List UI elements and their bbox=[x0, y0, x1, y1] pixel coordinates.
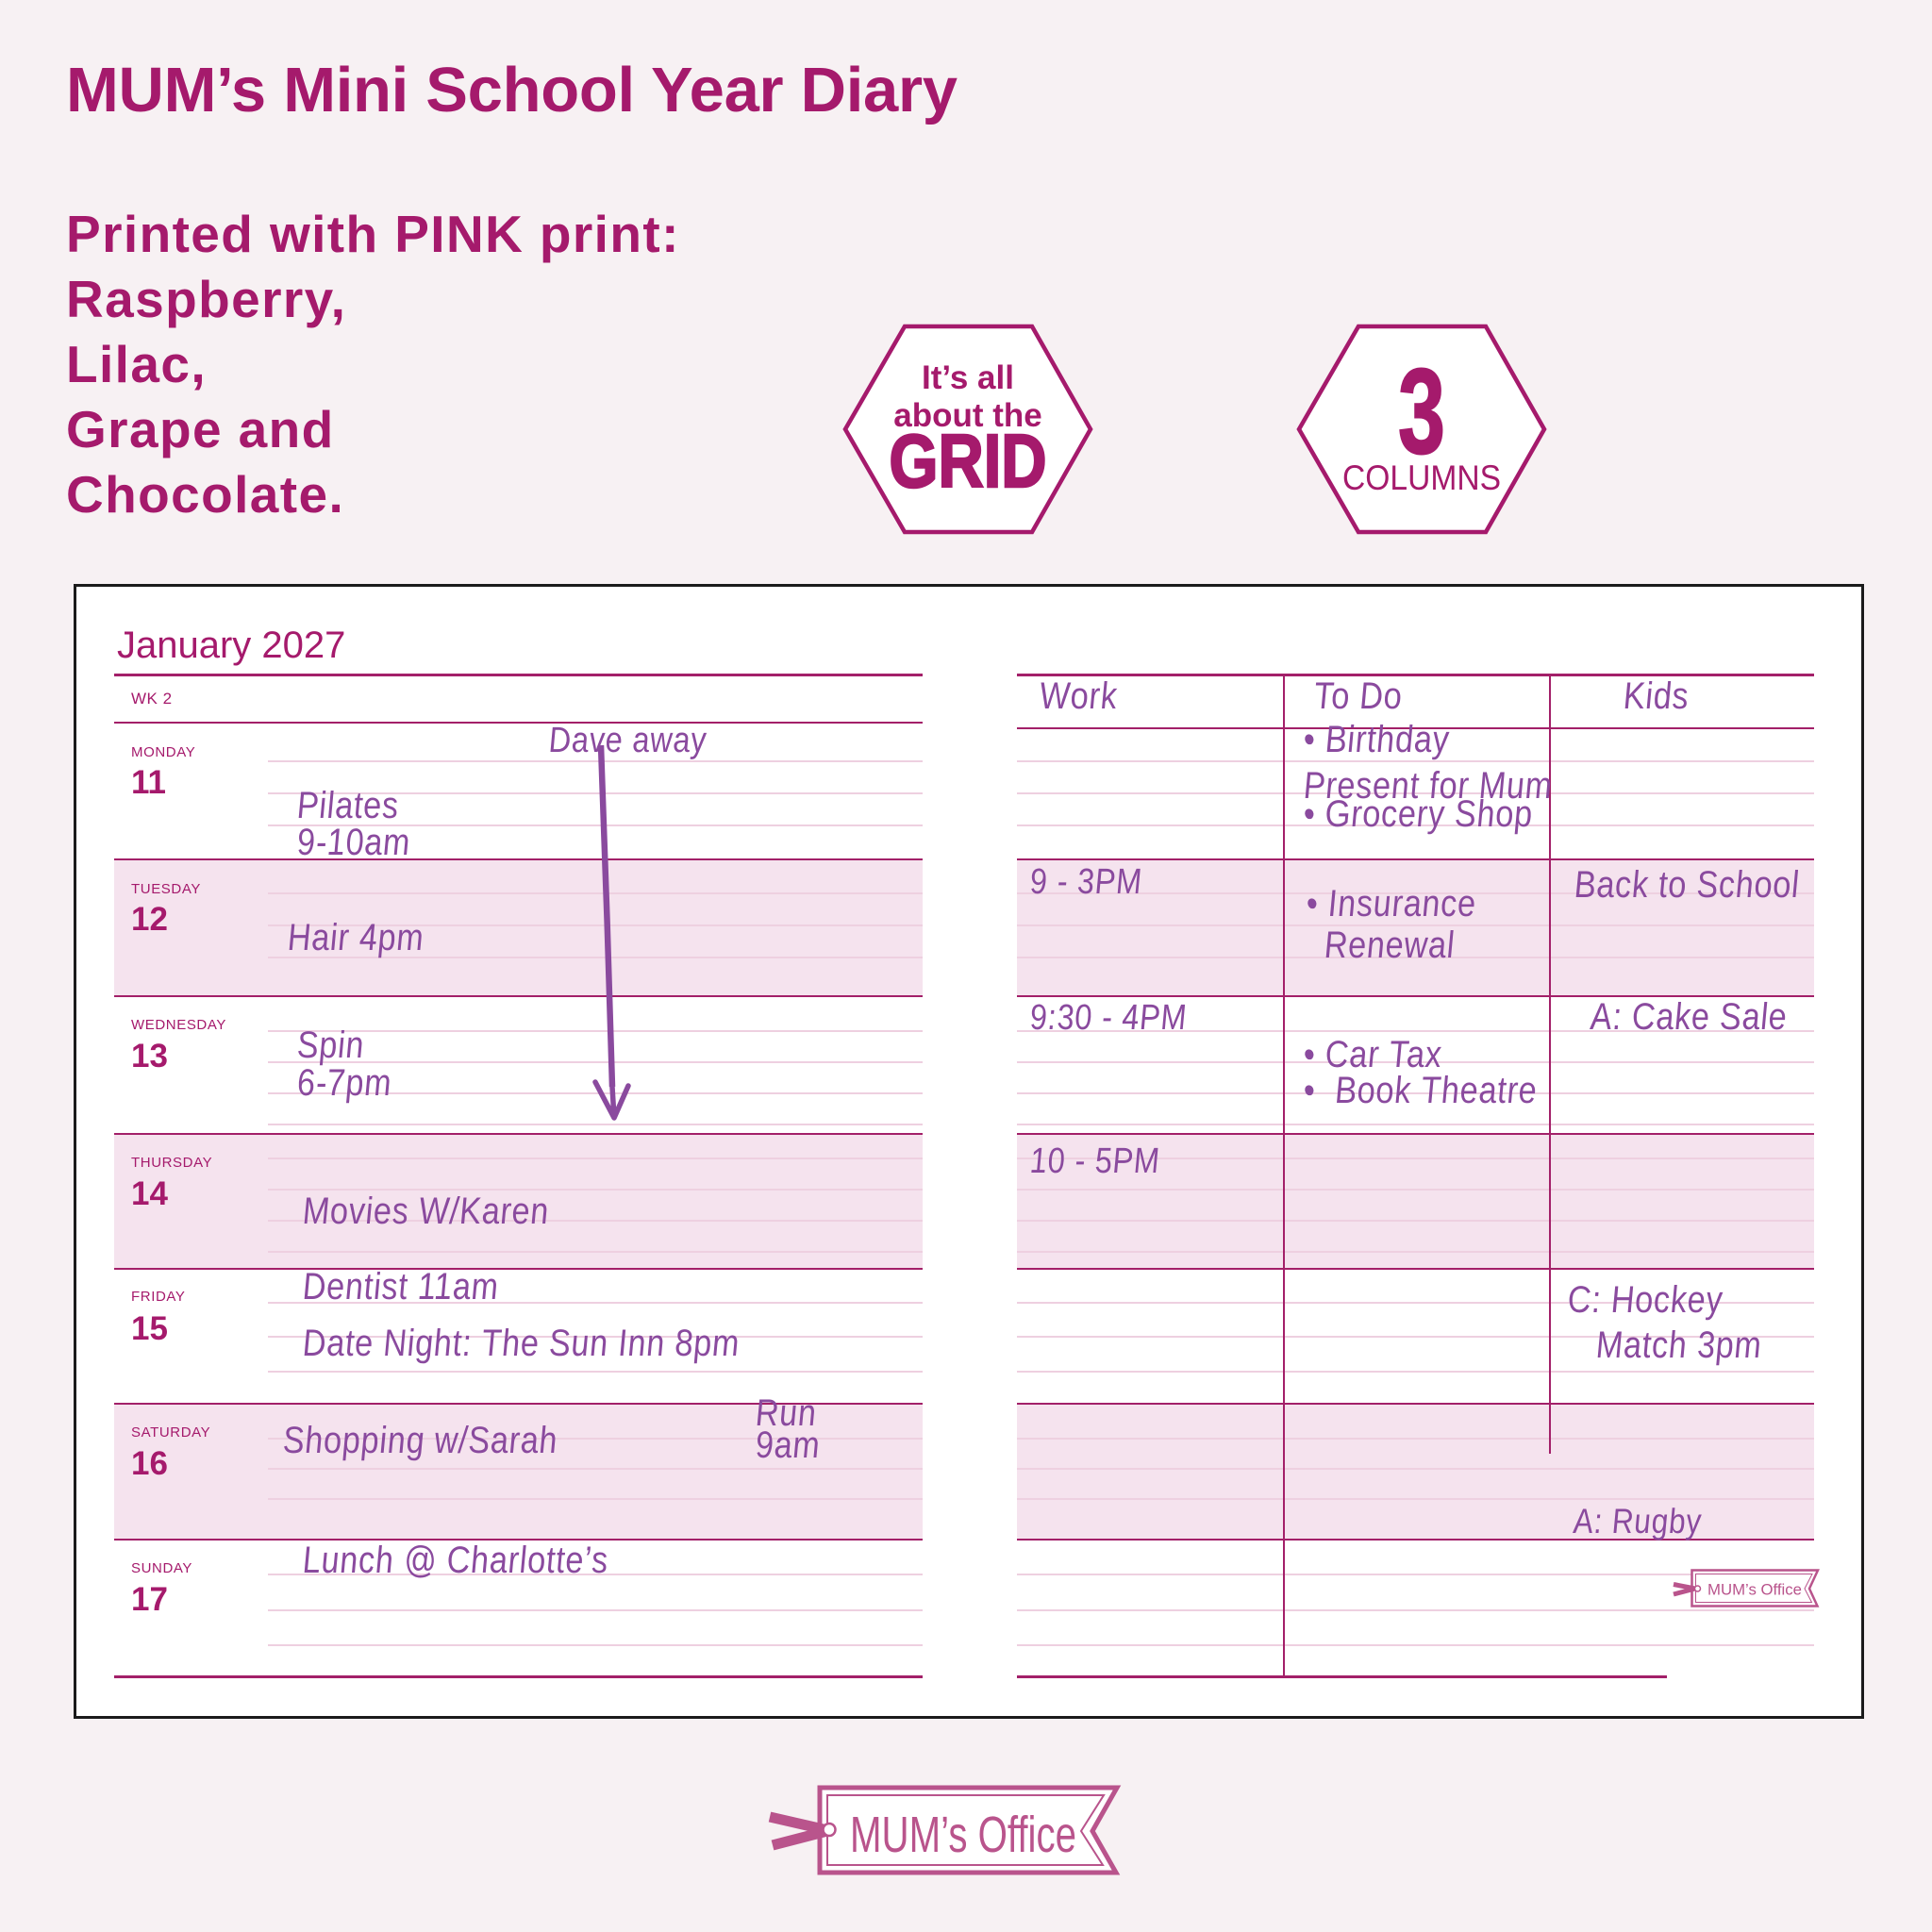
svg-text:COLUMNS: COLUMNS bbox=[1342, 458, 1501, 497]
svg-text:It’s all: It’s all bbox=[922, 359, 1014, 396]
svg-text:MUM’s Office: MUM’s Office bbox=[1707, 1581, 1802, 1599]
svg-text:about the: about the bbox=[893, 397, 1041, 434]
svg-text:3: 3 bbox=[1398, 344, 1445, 479]
svg-text:MUM’s Office: MUM’s Office bbox=[850, 1807, 1076, 1863]
svg-text:GRID: GRID bbox=[890, 419, 1047, 503]
